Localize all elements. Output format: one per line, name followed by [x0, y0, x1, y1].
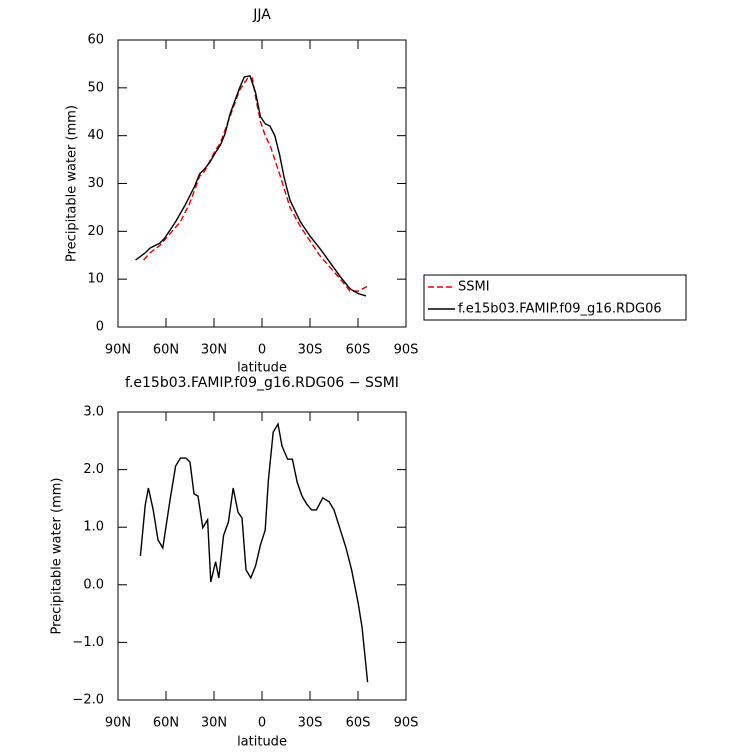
data-line — [135, 75, 367, 297]
legend-label: SSMI — [458, 280, 490, 295]
y-tick-label: 0.0 — [83, 577, 104, 592]
data-line — [143, 77, 368, 292]
x-tick-label: 60S — [346, 343, 371, 358]
legend-box — [423, 274, 687, 321]
x-tick-label: 60S — [346, 716, 371, 731]
x-axis-label: latitude — [237, 361, 287, 376]
plot-frame — [117, 411, 407, 701]
data-line — [139, 422, 369, 683]
x-tick-label: 0 — [258, 716, 266, 731]
x-tick-label: 30S — [298, 716, 323, 731]
x-tick-label: 90N — [105, 343, 131, 358]
y-tick-label: 10 — [87, 272, 104, 287]
x-tick-label: 60N — [153, 343, 179, 358]
y-tick-label: 20 — [87, 224, 104, 239]
y-tick-label: 60 — [87, 33, 104, 48]
y-tick-label: 50 — [87, 80, 104, 95]
y-tick-label: 30 — [87, 176, 104, 191]
chart-title: f.e15b03.FAMIP.f09_g16.RDG06 − SSMI — [125, 375, 399, 391]
plot-frame — [117, 39, 407, 328]
x-tick-label: 30S — [298, 343, 323, 358]
y-tick-label: −1.0 — [72, 635, 104, 650]
x-tick-label: 60N — [153, 716, 179, 731]
y-tick-label: 3.0 — [83, 405, 104, 420]
y-tick-label: 0 — [96, 320, 104, 335]
x-tick-label: 90N — [105, 716, 131, 731]
y-axis-label: Precipitable water (mm) — [65, 105, 80, 262]
x-axis-label: latitude — [237, 735, 287, 750]
chart-title: JJA — [252, 7, 271, 23]
x-tick-label: 0 — [258, 343, 266, 358]
y-tick-label: 2.0 — [83, 462, 104, 477]
y-tick-label: 40 — [87, 128, 104, 143]
y-axis-label: Precipitable water (mm) — [50, 478, 65, 635]
y-tick-label: −2.0 — [72, 693, 104, 708]
x-tick-label: 30N — [201, 343, 227, 358]
legend: SSMI f.e15b03.FAMIP.f09_g16.RDG06 — [423, 274, 687, 321]
x-tick-label: 30N — [201, 716, 227, 731]
x-tick-label: 90S — [394, 716, 419, 731]
x-tick-label: 90S — [394, 343, 419, 358]
y-tick-label: 1.0 — [83, 520, 104, 535]
legend-label: f.e15b03.FAMIP.f09_g16.RDG06 — [458, 302, 662, 317]
